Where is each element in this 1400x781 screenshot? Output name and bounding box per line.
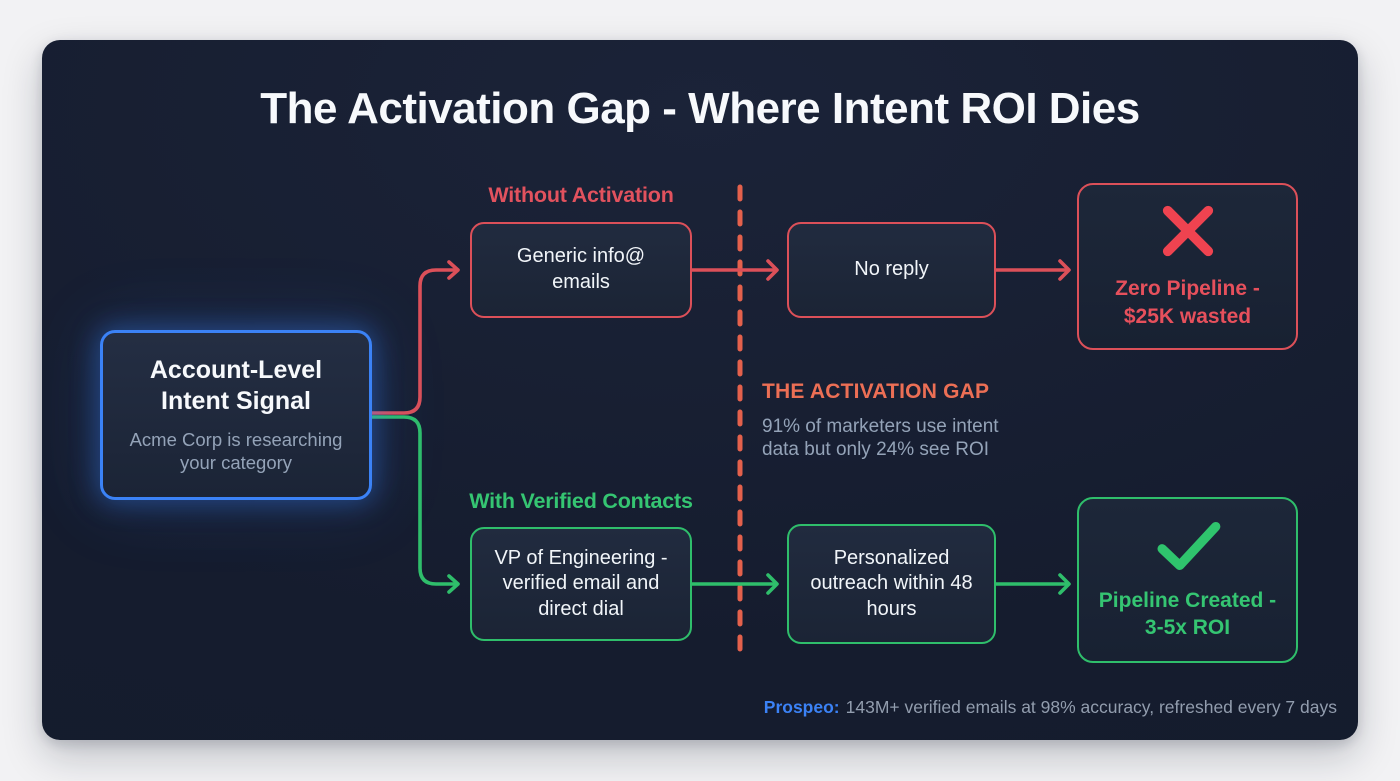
footer-note: Prospeo: 143M+ verified emails at 98% acc…	[764, 697, 1337, 718]
activation-gap-annotation: THE ACTIVATION GAP 91% of marketers use …	[762, 380, 1052, 461]
activation-gap-stat-line1: 91% of marketers use intent	[762, 416, 999, 437]
intent-signal-title: Account-Level Intent Signal	[149, 356, 323, 416]
activation-gap-heading: THE ACTIVATION GAP	[762, 380, 990, 403]
pipeline-created-text: Pipeline Created - 3-5x ROI	[1098, 588, 1277, 639]
generic-emails-text: Generic info@ emails	[516, 245, 646, 293]
footer-text: 143M+ verified emails at 98% accuracy, r…	[845, 697, 1337, 717]
pipeline-created-box: Pipeline Created - 3-5x ROI	[1077, 497, 1298, 663]
activation-gap-stat-line2: data but only 24% see ROI	[762, 439, 990, 461]
no-reply-box: No reply	[787, 222, 996, 318]
x-icon	[1159, 203, 1217, 259]
page-title: The Activation Gap - Where Intent ROI Di…	[260, 84, 1140, 133]
zero-pipeline-box: Zero Pipeline - $25K wasted	[1077, 183, 1298, 350]
generic-emails-box: Generic info@ emails	[470, 222, 692, 318]
brand-name: Prospeo:	[763, 697, 840, 717]
without-activation-label: Without Activation	[488, 183, 674, 207]
vp-engineering-box: VP of Engineering - verified email and d…	[470, 527, 692, 641]
intent-signal-subtitle: Acme Corp is researching your category	[129, 428, 343, 474]
with-verified-contacts-label: With Verified Contacts	[469, 489, 693, 513]
no-reply-text: No reply	[854, 258, 929, 281]
check-icon	[1151, 519, 1225, 573]
zero-pipeline-text: Zero Pipeline - $25K wasted	[1115, 277, 1260, 328]
activation-gap-stats: 91% of marketers use intent data but onl…	[762, 415, 1052, 461]
personalized-outreach-box: Personalized outreach within 48 hours	[787, 524, 996, 644]
vp-engineering-text: VP of Engineering - verified email and d…	[494, 546, 668, 620]
intent-signal-box: Account-Level Intent Signal Acme Corp is…	[100, 330, 372, 500]
infographic-card: The Activation Gap - Where Intent ROI Di…	[42, 40, 1358, 740]
personalized-outreach-text: Personalized outreach within 48 hours	[810, 546, 973, 620]
